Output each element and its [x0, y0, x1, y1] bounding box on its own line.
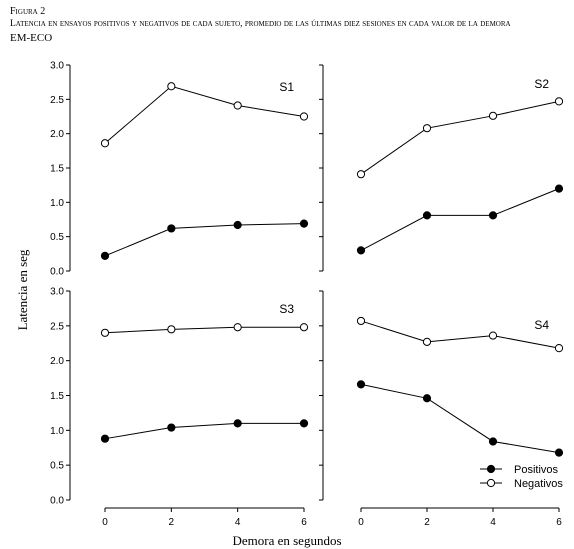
legend-entry: Positivos	[480, 464, 559, 476]
series-negativos	[356, 316, 564, 353]
series-line	[360, 100, 560, 175]
figure-caption: Latencia en ensayos positivos y negativo…	[10, 19, 511, 29]
data-point	[422, 394, 432, 403]
data-point	[167, 423, 176, 432]
y-tick-label: 2.5	[50, 321, 64, 332]
panel-s2: S2	[319, 64, 564, 272]
series-positivos	[356, 184, 564, 255]
series-line	[104, 85, 305, 144]
y-tick-label: 0.0	[50, 496, 64, 507]
data-point	[299, 323, 309, 332]
panel-label: S4	[534, 318, 549, 332]
y-tick-label: 0.5	[50, 461, 64, 472]
series-negativos	[100, 82, 309, 148]
y-tick-label: 1.5	[50, 164, 64, 175]
data-point	[554, 97, 564, 106]
panel-label: S3	[279, 302, 294, 316]
data-point	[167, 82, 176, 91]
data-point	[100, 139, 110, 148]
data-point	[100, 328, 110, 337]
legend-marker	[486, 464, 496, 474]
series-positivos	[100, 419, 309, 443]
data-point	[299, 112, 309, 121]
x-tick-label: 2	[424, 517, 430, 528]
data-point	[299, 219, 309, 228]
series-negativos	[356, 97, 564, 179]
legend-entry: Negativos	[480, 478, 563, 490]
y-tick-label: 1.5	[50, 391, 64, 402]
legend-marker	[486, 478, 496, 488]
legend: Positivos Negativos	[480, 464, 563, 490]
y-tick-label: 3.0	[50, 61, 64, 72]
data-point	[167, 325, 176, 334]
series-line	[104, 326, 304, 334]
y-tick-label: 2.5	[50, 95, 64, 106]
data-point	[233, 323, 242, 332]
data-point	[422, 124, 432, 133]
series-line	[360, 320, 560, 349]
series-line	[104, 422, 304, 440]
y-tick-label: 0.0	[50, 267, 64, 278]
panel-s4: 0 2 4 6 S4	[319, 290, 564, 528]
data-point	[488, 111, 498, 120]
data-point	[100, 251, 110, 260]
data-point	[488, 437, 498, 446]
data-point	[488, 211, 498, 220]
series-line	[104, 223, 305, 257]
figure-label: Figura 2	[10, 6, 46, 17]
panel-label: S2	[534, 77, 549, 91]
x-tick-label: 4	[235, 517, 241, 528]
data-point	[488, 331, 498, 340]
y-tick-label: 2.0	[50, 129, 64, 140]
x-axis-label: Demora en segundos	[232, 533, 341, 548]
x-tick-label: 6	[556, 517, 562, 528]
legend-label: Negativos	[514, 478, 563, 490]
panel-s3: 0.0 0.5 1.0 1.5 2.0 2.5 3.0 0 2 4 6 S3	[50, 287, 309, 528]
series-positivos	[356, 380, 564, 457]
y-tick-label: 2.0	[50, 356, 64, 367]
figure-subcaption: EM-ECO	[10, 32, 53, 44]
x-tick-label: 2	[169, 517, 175, 528]
y-tick-label: 0.5	[50, 232, 64, 243]
series-line	[360, 188, 560, 251]
data-point	[167, 224, 176, 233]
panel-s1: 0.0 0.5 1.0 1.5 2.0 2.5 3.0 S1	[50, 61, 309, 278]
x-tick-label: 0	[102, 517, 108, 528]
data-point	[356, 316, 366, 326]
y-tick-label: 1.0	[50, 426, 64, 437]
data-point	[422, 337, 432, 346]
data-point	[554, 184, 564, 193]
series-positivos	[100, 219, 309, 260]
legend-label: Positivos	[514, 464, 559, 476]
y-tick-label: 1.0	[50, 198, 64, 209]
data-point	[554, 344, 564, 353]
y-tick-label: 3.0	[50, 287, 64, 298]
data-point	[356, 380, 366, 389]
series-negativos	[100, 323, 309, 337]
data-point	[299, 419, 309, 428]
data-point	[422, 211, 432, 220]
x-tick-label: 4	[490, 517, 496, 528]
panel-label: S1	[279, 80, 294, 94]
data-point	[100, 434, 110, 443]
data-point	[233, 419, 242, 428]
x-tick-label: 0	[358, 517, 364, 528]
data-point	[356, 246, 366, 255]
x-tick-label: 6	[301, 517, 307, 528]
data-point	[554, 448, 564, 457]
data-point	[233, 220, 242, 230]
data-point	[233, 101, 242, 110]
data-point	[356, 170, 366, 179]
y-axis-label: Latencia en seg	[15, 249, 30, 330]
series-line	[360, 383, 560, 454]
